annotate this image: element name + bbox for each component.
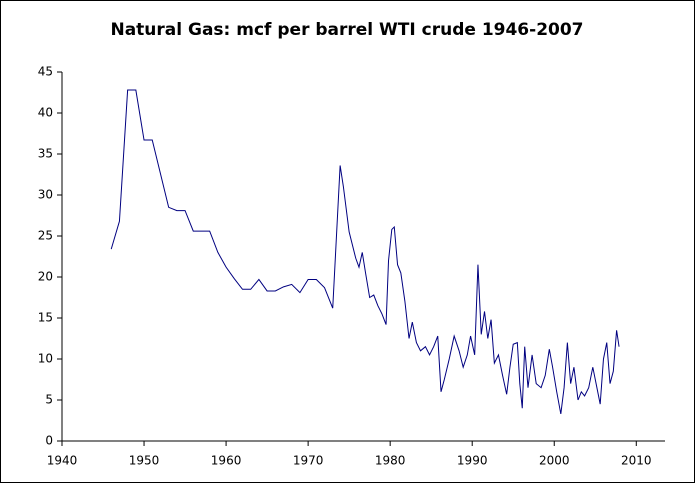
x-tick-label: 1980: [375, 454, 406, 468]
x-tick-label: 2000: [539, 454, 570, 468]
y-tick-label: 30: [38, 188, 53, 202]
y-tick-label: 45: [38, 65, 53, 79]
y-tick-label: 25: [38, 229, 53, 243]
x-tick-label: 2010: [621, 454, 652, 468]
x-tick-label: 1970: [293, 454, 324, 468]
y-tick-label: 5: [45, 393, 53, 407]
data-line: [110, 89, 620, 415]
x-tick-label: 1940: [47, 454, 78, 468]
chart-title: Natural Gas: mcf per barrel WTI crude 19…: [110, 20, 583, 40]
x-tick-label: 1960: [211, 454, 242, 468]
y-tick-label: 10: [38, 352, 53, 366]
y-tick-label: 15: [38, 311, 53, 325]
y-tick-label: 0: [45, 434, 53, 448]
y-tick-label: 35: [38, 147, 53, 161]
y-tick-label: 20: [38, 270, 53, 284]
y-tick-label: 40: [38, 106, 53, 120]
x-tick-label: 1990: [457, 454, 488, 468]
x-tick-label: 1950: [129, 454, 160, 468]
